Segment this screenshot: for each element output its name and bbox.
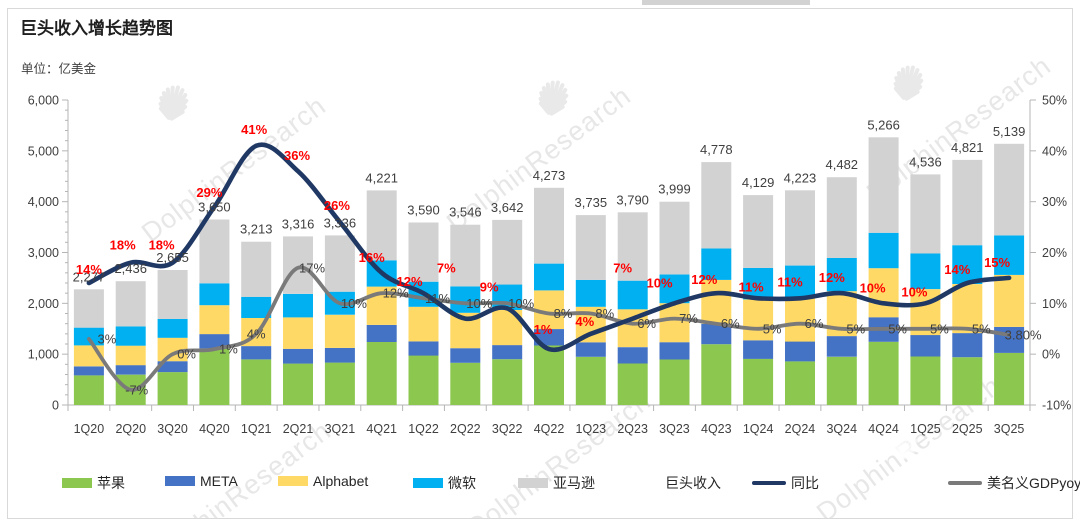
legend-swatch	[62, 478, 92, 488]
legend-item-8: 美名义GDPyoy	[948, 473, 1080, 493]
watermark-text: DolphinResearch	[141, 415, 337, 519]
legend-swatch	[165, 476, 195, 486]
legend-swatch	[518, 478, 548, 488]
legend-item-3: Alphabet	[278, 473, 368, 489]
legend-label: 亚马逊	[553, 475, 595, 491]
unit-label: 单位：亿美金	[21, 62, 97, 76]
legend-swatch	[413, 478, 443, 488]
legend-label: 微软	[448, 475, 476, 491]
legend-item-5: 亚马逊	[518, 473, 595, 493]
legend-item-7: 同比	[752, 473, 819, 493]
watermark-text: DolphinResearch	[861, 50, 1057, 208]
watermark-text: DolphinResearch	[136, 90, 332, 248]
watermark-text: DolphinResearch	[811, 370, 1007, 519]
legend-line-marker	[752, 480, 786, 486]
chart-card: DolphinResearch DolphinResearch DolphinRes…	[7, 8, 1073, 519]
top-strip-decoration	[642, 0, 810, 5]
legend-label: Alphabet	[313, 473, 369, 489]
legend-label: 苹果	[97, 475, 125, 491]
watermark-layer: DolphinResearch DolphinResearch DolphinRes…	[8, 9, 1072, 518]
legend-item-1: 苹果	[62, 473, 125, 493]
legend-item-6: 巨头收入	[660, 473, 721, 493]
legend-label: META	[200, 473, 238, 489]
watermark-text: DolphinResearch	[461, 385, 657, 519]
legend-swatch	[278, 476, 308, 486]
legend-label: 同比	[791, 475, 819, 491]
legend-line-marker	[948, 480, 982, 486]
watermark-text: DolphinResearch	[441, 80, 637, 238]
chart-title: 巨头收入增长趋势图	[20, 19, 173, 38]
legend-label: 巨头收入	[665, 475, 721, 491]
legend-label: 美名义GDPyoy	[987, 475, 1080, 491]
legend-item-4: 微软	[413, 473, 476, 493]
legend-item-2: META	[165, 473, 238, 489]
